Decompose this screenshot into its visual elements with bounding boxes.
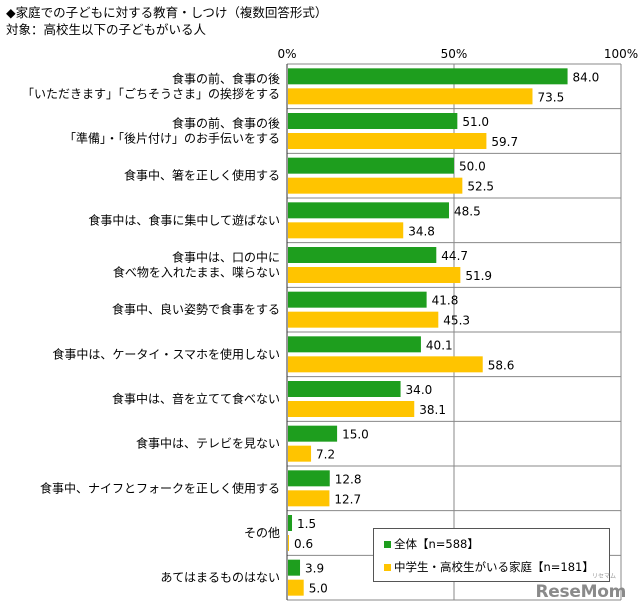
- category-label: 食事中は、食事に集中して遊ばない: [88, 212, 280, 227]
- x-tick-label: 50%: [441, 47, 468, 61]
- legend-swatch-all: [384, 540, 391, 548]
- bar-all: [288, 113, 458, 129]
- data-label: 7.2: [316, 448, 335, 462]
- data-label: 84.0: [573, 70, 600, 84]
- category-label: 食事中は、ケータイ・スマホを使用しない: [52, 346, 280, 361]
- bar-secondary: [288, 133, 487, 149]
- bar-all: [288, 559, 301, 576]
- bar-secondary: [288, 222, 404, 239]
- bar-secondary: [288, 267, 461, 283]
- category-label: 「いただきます」「ごちそうさま」の挨拶をする: [22, 86, 280, 101]
- bar-all: [288, 68, 568, 85]
- bar-all: [288, 336, 421, 353]
- data-label: 34.8: [408, 224, 435, 238]
- bar-all: [288, 247, 437, 263]
- watermark-subtext: リセマム: [591, 573, 616, 580]
- category-label: 食事中、箸を正しく使用する: [124, 168, 280, 183]
- data-label: 12.8: [335, 472, 362, 486]
- data-label: 58.6: [488, 358, 515, 372]
- legend-item-secondary: 中学生・高校生がいる家庭【n=181】: [384, 559, 594, 575]
- category-label: 食事の前、食事の後: [172, 116, 280, 131]
- legend: 全体【n=588】 中学生・高校生がいる家庭【n=181】: [373, 528, 610, 582]
- data-label: 51.9: [465, 269, 492, 283]
- data-label: 73.5: [537, 90, 564, 104]
- category-label: 食事の前、食事の後: [172, 71, 280, 86]
- data-label: 3.9: [305, 562, 324, 576]
- bar-all: [288, 381, 401, 397]
- bar-secondary: [288, 177, 463, 194]
- bar-all: [288, 202, 449, 219]
- bar-all: [288, 515, 293, 531]
- category-label: 食べ物を入れたまま、喋らない: [113, 265, 280, 280]
- chart-title-line-2: 対象：高校生以下の子どもがいる人: [6, 22, 207, 37]
- data-label: 50.0: [459, 160, 486, 174]
- bar-secondary: [288, 88, 533, 105]
- legend-label-all: 全体【n=588】: [394, 537, 479, 551]
- category-label: 食事中、良い姿勢で食事をする: [112, 302, 280, 317]
- bar-all: [288, 470, 330, 487]
- legend-item-all: 全体【n=588】: [384, 536, 479, 552]
- bar-secondary: [288, 311, 439, 328]
- chart-title-line-1: ◆家庭での子どもに対する教育・しつけ（複数回答形式）: [6, 5, 328, 20]
- x-tick-label: 0%: [277, 47, 296, 61]
- category-label: その他: [244, 526, 280, 540]
- data-label: 44.7: [441, 249, 468, 263]
- category-label: 食事中、ナイフとフォークを正しく使用する: [40, 480, 280, 495]
- x-tick-label: 100%: [604, 47, 638, 61]
- category-label: あてはまるものはない: [160, 571, 280, 585]
- data-label: 52.5: [467, 180, 494, 194]
- category-label: 「準備」・「後片付け」のお手伝いをする: [64, 131, 280, 146]
- data-label: 1.5: [297, 517, 316, 531]
- bar-secondary: [288, 356, 483, 373]
- data-label: 45.3: [443, 314, 470, 328]
- category-label: 食事中は、音を立てて食べない: [112, 391, 280, 406]
- watermark-logo: ReseMom: [535, 582, 627, 602]
- data-label: 34.0: [406, 383, 433, 397]
- bar-all: [288, 425, 338, 442]
- bar-secondary: [288, 535, 290, 551]
- data-label: 51.0: [462, 115, 489, 129]
- data-label: 40.1: [426, 338, 453, 352]
- data-label: 48.5: [454, 204, 481, 218]
- bar-secondary: [288, 445, 312, 462]
- bar-all: [288, 291, 427, 308]
- category-label: 食事中は、テレビを見ない: [136, 436, 280, 451]
- legend-label-secondary: 中学生・高校生がいる家庭【n=181】: [394, 560, 594, 574]
- data-label: 38.1: [419, 403, 446, 417]
- data-label: 15.0: [342, 428, 369, 442]
- bar-secondary: [288, 579, 304, 596]
- bar-all: [288, 157, 454, 174]
- data-label: 5.0: [309, 582, 328, 596]
- chart-title: ◆家庭での子どもに対する教育・しつけ（複数回答形式） 対象：高校生以下の子どもが…: [6, 4, 327, 38]
- category-label: 食事中は、口の中に: [172, 250, 280, 265]
- legend-swatch-secondary: [384, 563, 391, 571]
- data-label: 41.8: [432, 294, 459, 308]
- data-label: 12.7: [334, 492, 361, 506]
- data-label: 0.6: [294, 537, 313, 551]
- bar-secondary: [288, 490, 330, 507]
- bar-secondary: [288, 401, 415, 417]
- data-label: 59.7: [491, 135, 518, 149]
